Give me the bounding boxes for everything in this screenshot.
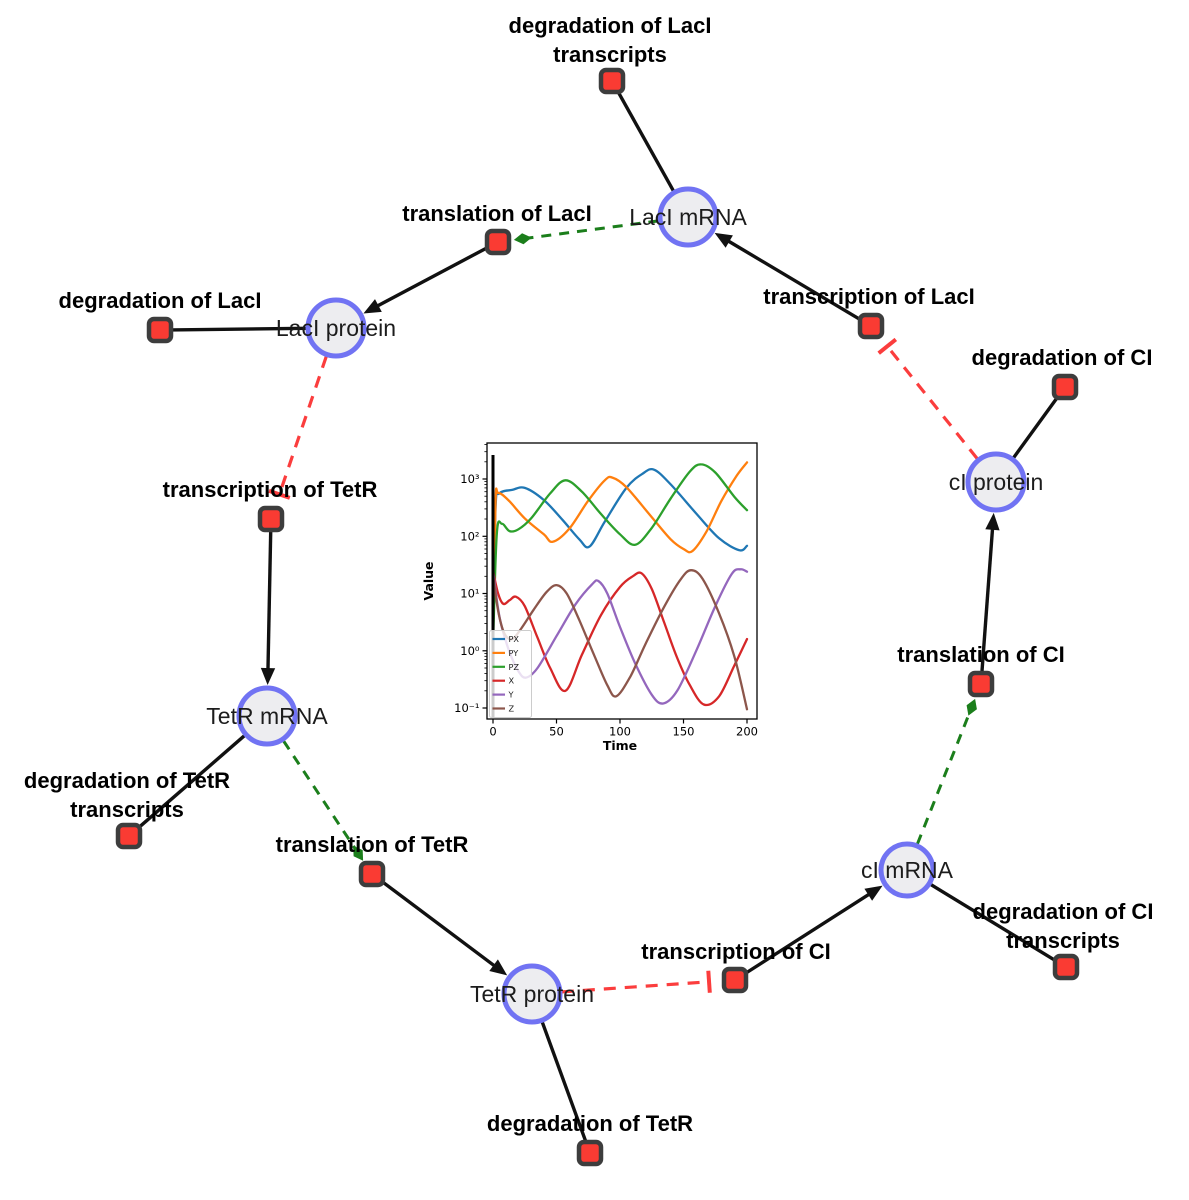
reaction-label-deg-tetr-transcripts: degradation of TetR transcripts	[24, 768, 230, 822]
edge-laci-protein--deg-laci	[170, 326, 307, 332]
species-label-tetr-protein: TetR protein	[470, 981, 594, 1007]
reaction-node-transcription-laci[interactable]	[857, 312, 885, 340]
edge-laci-mrna--translation-laci	[527, 219, 659, 240]
legend: PX PY PZ XYZ	[489, 630, 532, 718]
reaction-node-deg-ci-transcripts[interactable]	[1052, 953, 1080, 981]
edge-ci-mrna--translation-ci-diamond-arrowhead	[966, 698, 977, 716]
edge-ci-mrna--translation-ci	[916, 711, 972, 845]
edge-ci-mrna--deg-ci-transcripts	[930, 883, 1058, 963]
species-node-ci-mrna[interactable]	[878, 841, 936, 899]
reaction-label-transcription-ci: transcription of CI	[641, 939, 830, 964]
series-line-PZ	[491, 463, 749, 648]
edge-translation-laci--laci-protein-arrowhead	[363, 299, 382, 314]
edge-tetr-mrna--translation-tetr-diamond-arrowhead	[353, 845, 364, 861]
species-label-laci-protein: LacI protein	[276, 315, 396, 341]
edge-laci-protein--transcription-tetr-tee-bar	[268, 488, 291, 500]
reaction-label-deg-ci: degradation of CI	[972, 345, 1153, 370]
reaction-node-translation-ci[interactable]	[967, 670, 995, 698]
edge-translation-laci--laci-protein	[373, 246, 488, 310]
edge-laci-mrna--deg-laci-transcripts	[615, 89, 675, 192]
species-node-laci-protein[interactable]	[305, 297, 367, 359]
species-node-laci-mrna[interactable]	[657, 186, 719, 248]
edge-tetr-mrna--translation-tetr	[282, 740, 357, 850]
edge-transcription-ci--ci-mrna-arrowhead	[864, 885, 883, 901]
series-line-PY	[491, 461, 749, 648]
species-label-ci-protein: cI protein	[949, 469, 1044, 495]
x-tick-label: 150	[673, 725, 695, 739]
edge-tetr-mrna--deg-tetr-transcripts	[136, 734, 246, 831]
species-label-laci-mrna: LacI mRNA	[629, 204, 747, 230]
y-axis-title: Value	[421, 561, 436, 600]
reaction-node-translation-laci[interactable]	[484, 228, 512, 256]
reaction-node-deg-laci-transcripts[interactable]	[598, 67, 626, 95]
y-tick-label: 10²	[460, 529, 479, 543]
reaction-node-translation-tetr[interactable]	[358, 860, 386, 888]
reaction-label-transcription-tetr: transcription of TetR	[163, 477, 378, 502]
edge-transcription-ci--ci-mrna	[745, 890, 874, 975]
reaction-node-deg-laci[interactable]	[146, 316, 174, 344]
y-tick-label: 10⁰	[460, 644, 480, 658]
edge-laci-mrna--translation-laci-diamond-arrowhead	[513, 233, 532, 245]
y-tick-label: 10³	[460, 472, 480, 486]
legend-label-X: X	[509, 676, 515, 686]
legend-label-PX: PX	[509, 634, 520, 644]
species-label-ci-mrna: cI mRNA	[861, 857, 954, 883]
edge-transcription-laci--laci-mrna	[724, 237, 861, 321]
edge-translation-ci--ci-protein-arrowhead	[985, 512, 1000, 531]
edge-ci-protein--transcription-laci-tee-bar	[877, 337, 898, 355]
series-line-PX	[491, 467, 749, 648]
reaction-label-translation-tetr: translation of TetR	[276, 832, 469, 857]
inset-chart: 0 50 100 150 20010⁻¹10⁰10¹10²10³TimeValuePXP…	[421, 442, 758, 753]
reaction-node-deg-tetr[interactable]	[576, 1139, 604, 1167]
x-tick-label: 50	[549, 725, 564, 739]
nodes-layer	[115, 67, 1080, 1167]
reaction-label-translation-laci: translation of LacI	[402, 201, 591, 226]
edge-ci-protein--deg-ci	[1012, 394, 1060, 459]
edge-tetr-protein--transcription-ci	[561, 980, 710, 994]
plot-frame	[486, 442, 758, 720]
x-tick-label: 0	[489, 725, 496, 739]
legend-label-PY: PY	[509, 648, 520, 658]
edge-ci-protein--transcription-laci	[886, 345, 979, 460]
species-label-tetr-mrna: TetR mRNA	[206, 703, 328, 729]
edge-transcription-tetr--tetr-mrna-arrowhead	[260, 667, 276, 685]
x-tick-label: 100	[609, 725, 631, 739]
reaction-label-deg-ci-transcripts: degradation of CI transcripts	[973, 899, 1154, 953]
reaction-node-deg-tetr-transcripts[interactable]	[115, 822, 143, 850]
reaction-label-deg-tetr: degradation of TetR	[487, 1111, 693, 1136]
species-node-tetr-protein[interactable]	[501, 963, 563, 1025]
edge-transcription-laci--laci-mrna-arrowhead	[714, 232, 733, 248]
reaction-label-deg-laci: degradation of LacI	[59, 288, 262, 313]
reaction-label-transcription-laci: transcription of LacI	[763, 284, 974, 309]
edge-tetr-protein--transcription-ci-tee-bar	[706, 970, 712, 993]
edge-tetr-protein--deg-tetr	[540, 1021, 588, 1144]
reaction-label-deg-laci-transcripts: degradation of LacI transcripts	[509, 13, 712, 67]
y-tick-label: 10¹	[460, 587, 479, 601]
legend-label-Z: Z	[509, 704, 515, 714]
x-tick-label: 200	[736, 725, 758, 739]
labels-layer: degradation of LacI transcripts translatio…	[24, 13, 1154, 1136]
edge-transcription-tetr--tetr-mrna	[266, 531, 273, 674]
edge-translation-tetr--tetr-protein-arrowhead	[489, 959, 508, 976]
legend-label-PZ: PZ	[509, 662, 520, 672]
reaction-node-transcription-ci[interactable]	[721, 966, 749, 994]
legend-label-Y: Y	[508, 690, 515, 700]
reaction-node-transcription-tetr[interactable]	[257, 505, 285, 533]
edges-layer	[136, 89, 1060, 1144]
y-tick-label: 10⁻¹	[454, 701, 479, 715]
x-axis-title: Time	[603, 738, 637, 753]
reaction-node-deg-ci[interactable]	[1051, 373, 1079, 401]
edge-translation-tetr--tetr-protein	[381, 880, 499, 970]
reaction-label-translation-ci: translation of CI	[897, 642, 1064, 667]
edge-translation-ci--ci-protein	[980, 524, 995, 672]
species-node-ci-protein[interactable]	[965, 451, 1027, 513]
edge-laci-protein--transcription-tetr	[277, 355, 328, 495]
species-node-tetr-mrna[interactable]	[236, 685, 298, 747]
